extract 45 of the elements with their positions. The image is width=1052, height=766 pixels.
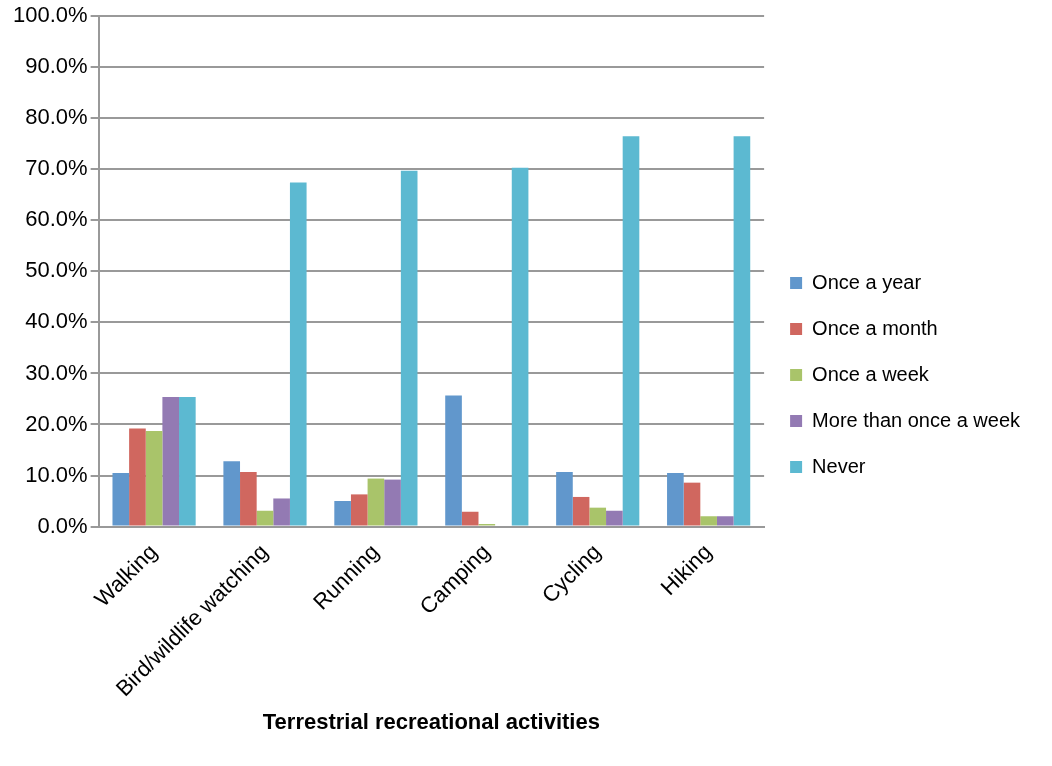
bar	[606, 510, 623, 526]
y-tick-label: 20.0%	[25, 410, 88, 436]
bar	[162, 396, 180, 526]
legend-label: Never	[812, 454, 866, 477]
y-tick-label: 50.0%	[25, 257, 88, 283]
x-axis-title: Terrestrial recreational activities	[262, 708, 600, 734]
bar	[622, 136, 640, 526]
legend-label: Once a week	[812, 362, 930, 385]
y-tick-label: 100.0%	[12, 2, 88, 28]
bar	[400, 170, 418, 526]
y-tick-label: 40.0%	[25, 308, 88, 334]
y-tick-label: 10.0%	[25, 461, 88, 487]
bar	[461, 511, 479, 526]
bar	[112, 472, 130, 526]
y-tick-label: 60.0%	[25, 206, 88, 232]
bar	[129, 428, 146, 526]
bar	[683, 482, 701, 526]
y-tick-label: 0.0%	[37, 512, 88, 538]
bar	[589, 507, 607, 526]
bar	[256, 510, 274, 526]
bar	[445, 395, 462, 526]
bar	[556, 471, 573, 526]
bar	[179, 396, 196, 526]
bar	[700, 516, 717, 526]
bar	[572, 496, 590, 526]
legend-label: Once a year	[812, 270, 922, 293]
bar	[145, 431, 163, 526]
y-tick-label: 30.0%	[25, 359, 88, 385]
legend-label: More than once a week	[812, 408, 1021, 431]
bar	[334, 501, 351, 526]
bar	[289, 182, 307, 526]
bar	[733, 136, 751, 526]
bar	[716, 516, 734, 526]
bar	[384, 479, 401, 526]
legend-label: Once a month	[812, 316, 938, 339]
y-tick-label: 70.0%	[25, 155, 88, 181]
bar	[240, 471, 257, 526]
y-tick-label: 80.0%	[25, 104, 88, 130]
bar	[223, 461, 241, 526]
y-tick-label: 90.0%	[25, 53, 88, 79]
bar	[511, 167, 529, 526]
bar	[273, 498, 290, 526]
bar	[667, 472, 684, 526]
bar	[367, 478, 385, 526]
bar	[350, 494, 368, 526]
